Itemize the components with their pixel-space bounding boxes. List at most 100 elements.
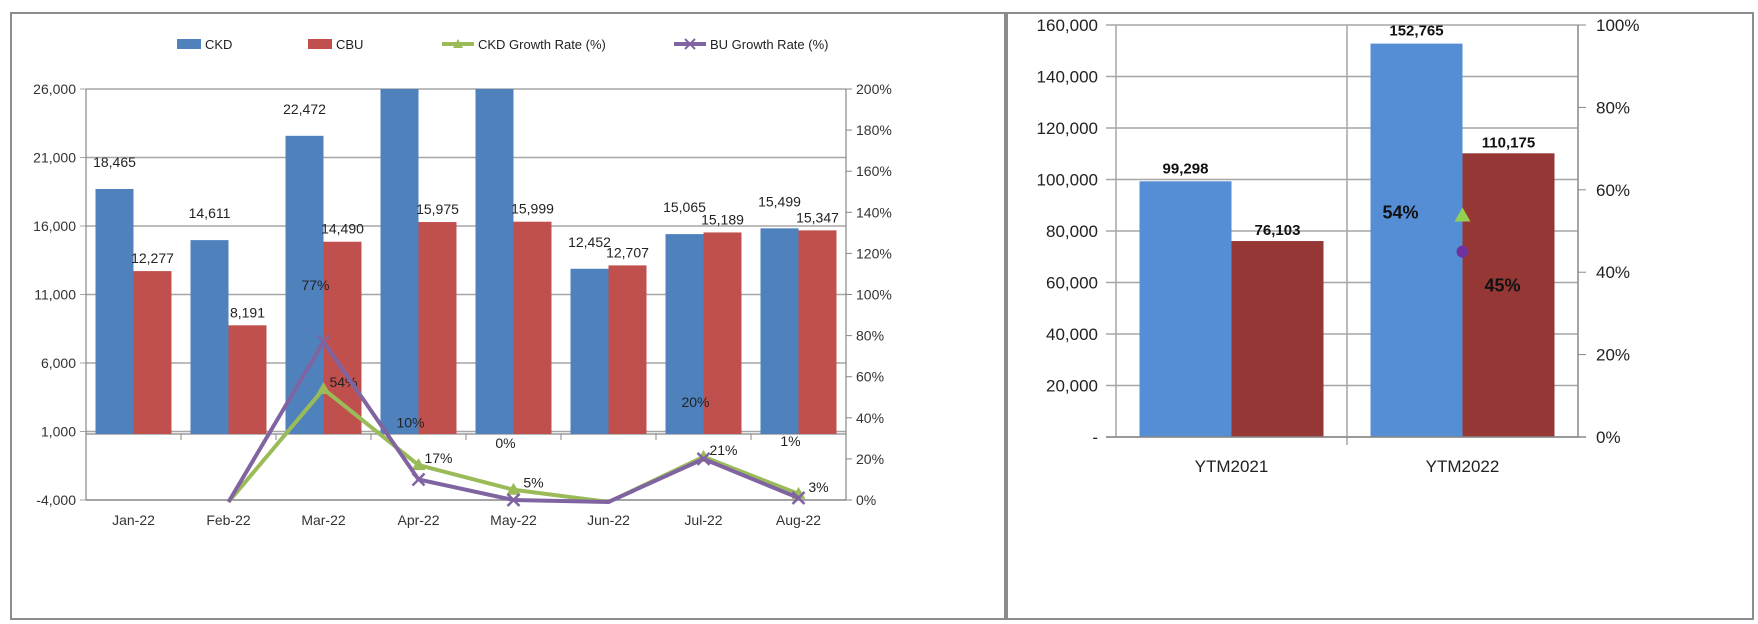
ckd-data-label: 15,065 <box>663 199 706 215</box>
y-right-tick-label: 80% <box>1596 98 1630 117</box>
y-right-tick-label: 80% <box>856 328 884 344</box>
y-right-tick-label: 60% <box>1596 181 1630 200</box>
cbu-data-label: 12,277 <box>131 250 174 266</box>
x-tick-label: Jan-22 <box>112 512 155 528</box>
ckd-bar <box>760 228 799 434</box>
y-right-tick-label: 60% <box>856 369 884 385</box>
y-right-tick-label: 100% <box>1596 16 1639 35</box>
x-marker <box>791 491 806 505</box>
y-right-tick-label: 0% <box>1596 428 1621 447</box>
legend-label: CBU <box>336 37 363 52</box>
y-right-tick-label: 180% <box>856 122 892 138</box>
y-left-tick-label: 1,000 <box>41 424 76 440</box>
legend-label: CKD <box>205 37 232 52</box>
ckd-data-label: 14,611 <box>189 205 231 221</box>
x-tick-label: YTM2022 <box>1426 457 1500 476</box>
y-left-tick-label: 60,000 <box>1046 274 1098 293</box>
cbu-data-label: 15,347 <box>796 209 839 225</box>
cbu-data-label: 12,707 <box>606 244 649 260</box>
ckd-growth-data-label: 3% <box>808 479 828 495</box>
y-right-tick-label: 140% <box>856 204 892 220</box>
x-tick-label: Mar-22 <box>301 512 346 528</box>
triangle-icon <box>453 39 463 48</box>
cbu-data-label: 15,189 <box>701 211 744 227</box>
ckd-data-label: 18,465 <box>93 154 136 170</box>
ckd-data-label: 152,765 <box>1389 23 1443 40</box>
y-left-tick-label: - <box>1092 428 1098 447</box>
x-tick-label: Jun-22 <box>587 512 630 528</box>
ckd-growth-data-label: 17% <box>424 450 452 466</box>
y-left-tick-label: 100,000 <box>1037 171 1098 190</box>
ckd-growth-data-label: 21% <box>709 442 737 458</box>
cbu-data-label: 110,175 <box>1482 134 1535 151</box>
ckd-data-label: 12,452 <box>568 234 611 250</box>
x-marker <box>316 334 331 349</box>
ytm-chart-panel: 160,000 140,000 120,000 100,000 80,000 60,000… <box>1006 12 1754 620</box>
legend-swatch <box>308 39 332 49</box>
cbu-growth-data-label: 10% <box>396 414 424 430</box>
cbu-data-label: 76,103 <box>1255 222 1301 239</box>
x-tick-label: YTM2021 <box>1195 457 1269 476</box>
y-left-tick-label: 21,000 <box>33 150 76 166</box>
y-left-tick-label: 11,000 <box>34 287 76 303</box>
y-left-tick-label: 16,000 <box>33 218 76 234</box>
y-right-tick-label: 20% <box>856 451 884 467</box>
y-right-tick-label: 0% <box>856 492 876 508</box>
ckd-bar <box>190 240 229 434</box>
x-marker <box>696 452 711 466</box>
y-right-tick-label: 100% <box>856 287 892 303</box>
y-right-tick-label: 20% <box>1596 346 1630 365</box>
monthly-chart-panel: 26,000 21,000 16,000 11,000 6,000 1,000 -4,000… <box>10 12 1006 620</box>
cbu-bar <box>133 271 172 434</box>
cbu-bar <box>703 232 742 434</box>
cbu-data-label: 8,191 <box>230 304 265 320</box>
cbu-growth-label: 45% <box>1484 276 1520 296</box>
ckd-bar <box>1139 181 1232 437</box>
cbu-bar <box>1231 241 1324 437</box>
ckd-growth-data-label: 5% <box>523 475 543 491</box>
cbu-bar <box>1462 153 1555 437</box>
cbu-bar <box>608 265 647 434</box>
triangle-marker <box>506 482 521 495</box>
ckd-bar <box>475 89 514 434</box>
x-tick-label: Feb-22 <box>206 512 251 528</box>
y-right-tick-label: 120% <box>856 245 892 261</box>
legend-label: CKD Growth Rate (%) <box>478 37 606 52</box>
legend-swatch <box>177 39 201 49</box>
cbu-growth-data-label: 20% <box>681 394 709 410</box>
ckd-bar <box>380 89 419 434</box>
ckd-growth-label: 54% <box>1382 203 1418 223</box>
cbu-bar <box>418 222 457 434</box>
monthly-chart: 26,000 21,000 16,000 11,000 6,000 1,000 -4,000… <box>33 37 892 528</box>
cbu-growth-data-label: 0% <box>495 435 515 451</box>
x-tick-label: May-22 <box>490 512 537 528</box>
y-left-tick-label: -4,000 <box>36 492 76 508</box>
x-tick-label: Jul-22 <box>684 512 722 528</box>
ckd-bar <box>285 135 324 434</box>
cbu-data-label: 14,490 <box>321 221 364 237</box>
y-left-tick-label: 20,000 <box>1046 377 1098 396</box>
ckd-data-label: 99,298 <box>1163 160 1209 177</box>
x-marker <box>506 493 521 507</box>
cbu-data-label: 15,975 <box>416 201 459 217</box>
cbu-bar <box>798 230 837 434</box>
y-left-tick-label: 40,000 <box>1046 325 1098 344</box>
y-left-tick-label: 6,000 <box>41 355 76 371</box>
y-left-tick-label: 120,000 <box>1037 119 1098 138</box>
triangle-marker <box>316 382 331 395</box>
y-right-tick-label: 40% <box>1596 263 1630 282</box>
ckd-bar <box>1370 43 1463 437</box>
cbu-growth-data-label: 77% <box>301 277 329 293</box>
y-left-tick-label: 80,000 <box>1046 222 1098 241</box>
ckd-data-label: 15,499 <box>758 193 801 209</box>
y-right-tick-label: 160% <box>856 163 892 179</box>
ckd-bar <box>95 188 134 434</box>
y-left-tick-label: 160,000 <box>1037 16 1098 35</box>
x-tick-label: Aug-22 <box>776 512 821 528</box>
x-marker <box>411 472 426 487</box>
triangle-marker <box>411 458 426 471</box>
ckd-growth-marker <box>1454 207 1471 222</box>
y-right-tick-label: 200% <box>856 81 892 97</box>
cbu-bar <box>228 325 267 434</box>
cbu-data-label: 15,999 <box>511 201 554 217</box>
